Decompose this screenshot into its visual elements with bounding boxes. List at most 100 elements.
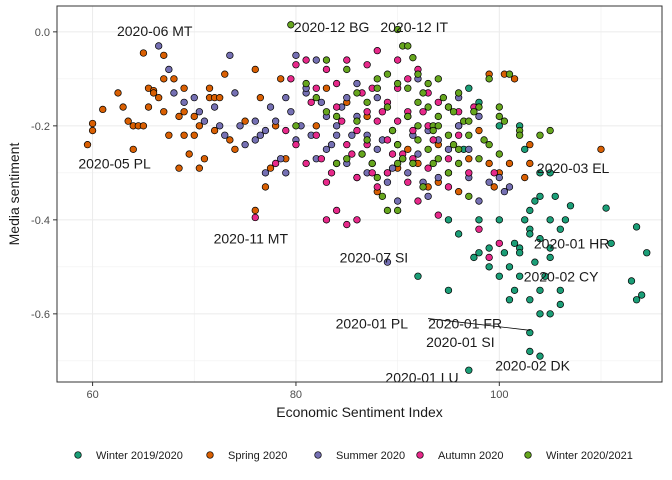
data-point: [221, 131, 229, 139]
data-point: [632, 296, 641, 304]
data-point: [546, 253, 554, 262]
data-point: [231, 145, 239, 154]
legend-label: Autumn 2020: [438, 450, 503, 462]
data-point: [282, 93, 290, 102]
data-point: [83, 140, 92, 149]
legend: Winter 2019/2020 Spring 2020 Summer 2020 Au…: [74, 450, 633, 462]
data-point: [373, 145, 381, 154]
data-point: [505, 263, 514, 271]
data-point: [348, 131, 356, 139]
data-point: [165, 131, 173, 139]
data-point: [378, 108, 387, 116]
data-point: [485, 178, 493, 186]
data-point: [536, 131, 544, 139]
data-point: [454, 159, 463, 168]
data-point: [475, 225, 483, 233]
legend-label: Winter 2019/2020: [96, 450, 183, 462]
data-point: [149, 89, 158, 97]
data-point: [277, 155, 285, 163]
data-point: [434, 98, 442, 106]
data-point: [475, 103, 483, 111]
data-point: [327, 169, 336, 177]
data-point: [531, 258, 539, 266]
data-point: [444, 169, 453, 177]
data-point: [216, 93, 224, 102]
data-point: [312, 56, 320, 64]
point-annotation: 2020-07 SI: [340, 249, 409, 265]
data-point: [322, 178, 331, 186]
data-point: [470, 108, 478, 116]
data-point: [434, 112, 442, 121]
data-point: [373, 117, 381, 125]
data-point: [332, 112, 341, 121]
legend-key: [74, 451, 82, 459]
point-annotation: 2020-01 PL: [336, 315, 409, 331]
data-point: [155, 42, 163, 50]
point-annotation: 2020-02 DK: [495, 358, 570, 374]
data-point: [241, 117, 249, 125]
data-point: [292, 61, 300, 69]
data-point: [470, 253, 478, 262]
legend-label: Winter 2020/2021: [546, 450, 633, 462]
data-point: [353, 79, 361, 88]
data-point: [449, 108, 458, 116]
data-point: [358, 150, 366, 158]
data-point: [643, 249, 651, 257]
data-point: [322, 84, 331, 92]
data-point: [160, 108, 168, 116]
data-point: [404, 75, 412, 83]
point-annotation: 2020-01 SI: [426, 334, 495, 350]
data-point: [414, 197, 422, 205]
data-point: [404, 178, 412, 186]
x-tick-label: 60: [86, 389, 98, 401]
data-point: [556, 286, 564, 295]
data-point: [322, 145, 331, 154]
data-point: [353, 89, 361, 97]
point-annotation: 2020-03 EL: [537, 160, 610, 176]
data-point: [429, 126, 437, 135]
data-point: [465, 169, 473, 177]
data-point: [210, 103, 219, 111]
data-point: [383, 178, 392, 186]
point-annotation: 2020-02 CY: [524, 268, 599, 284]
data-point: [170, 75, 178, 83]
data-point: [368, 169, 376, 177]
data-point: [495, 272, 503, 280]
data-point: [144, 103, 153, 111]
x-tick-label: 80: [290, 389, 302, 401]
data-point: [373, 47, 381, 55]
data-point: [373, 84, 381, 92]
data-point: [454, 230, 463, 238]
data-point: [419, 89, 427, 97]
data-point: [266, 164, 275, 172]
data-point: [526, 230, 534, 238]
data-point: [485, 244, 493, 252]
data-point: [307, 98, 315, 106]
data-point: [277, 75, 285, 83]
data-point: [256, 93, 265, 102]
data-point: [521, 216, 529, 224]
data-point: [536, 310, 544, 318]
legend-key: [416, 451, 424, 459]
data-point: [139, 122, 148, 130]
data-point: [475, 197, 483, 205]
data-point: [404, 169, 412, 177]
data-point: [541, 272, 549, 280]
data-point: [526, 347, 534, 356]
data-point: [444, 183, 453, 191]
data-point: [561, 216, 570, 224]
data-point: [373, 93, 381, 102]
data-point: [155, 93, 163, 102]
data-point: [353, 126, 361, 135]
y-tick-label: 0.0: [35, 27, 50, 39]
data-point: [332, 131, 341, 139]
data-point: [312, 84, 320, 92]
data-point: [302, 79, 310, 88]
data-point: [180, 98, 188, 106]
data-point: [317, 155, 326, 163]
data-point: [465, 192, 473, 201]
data-point: [444, 216, 453, 224]
data-point: [404, 112, 412, 121]
data-point: [343, 155, 351, 163]
data-point: [424, 103, 432, 111]
